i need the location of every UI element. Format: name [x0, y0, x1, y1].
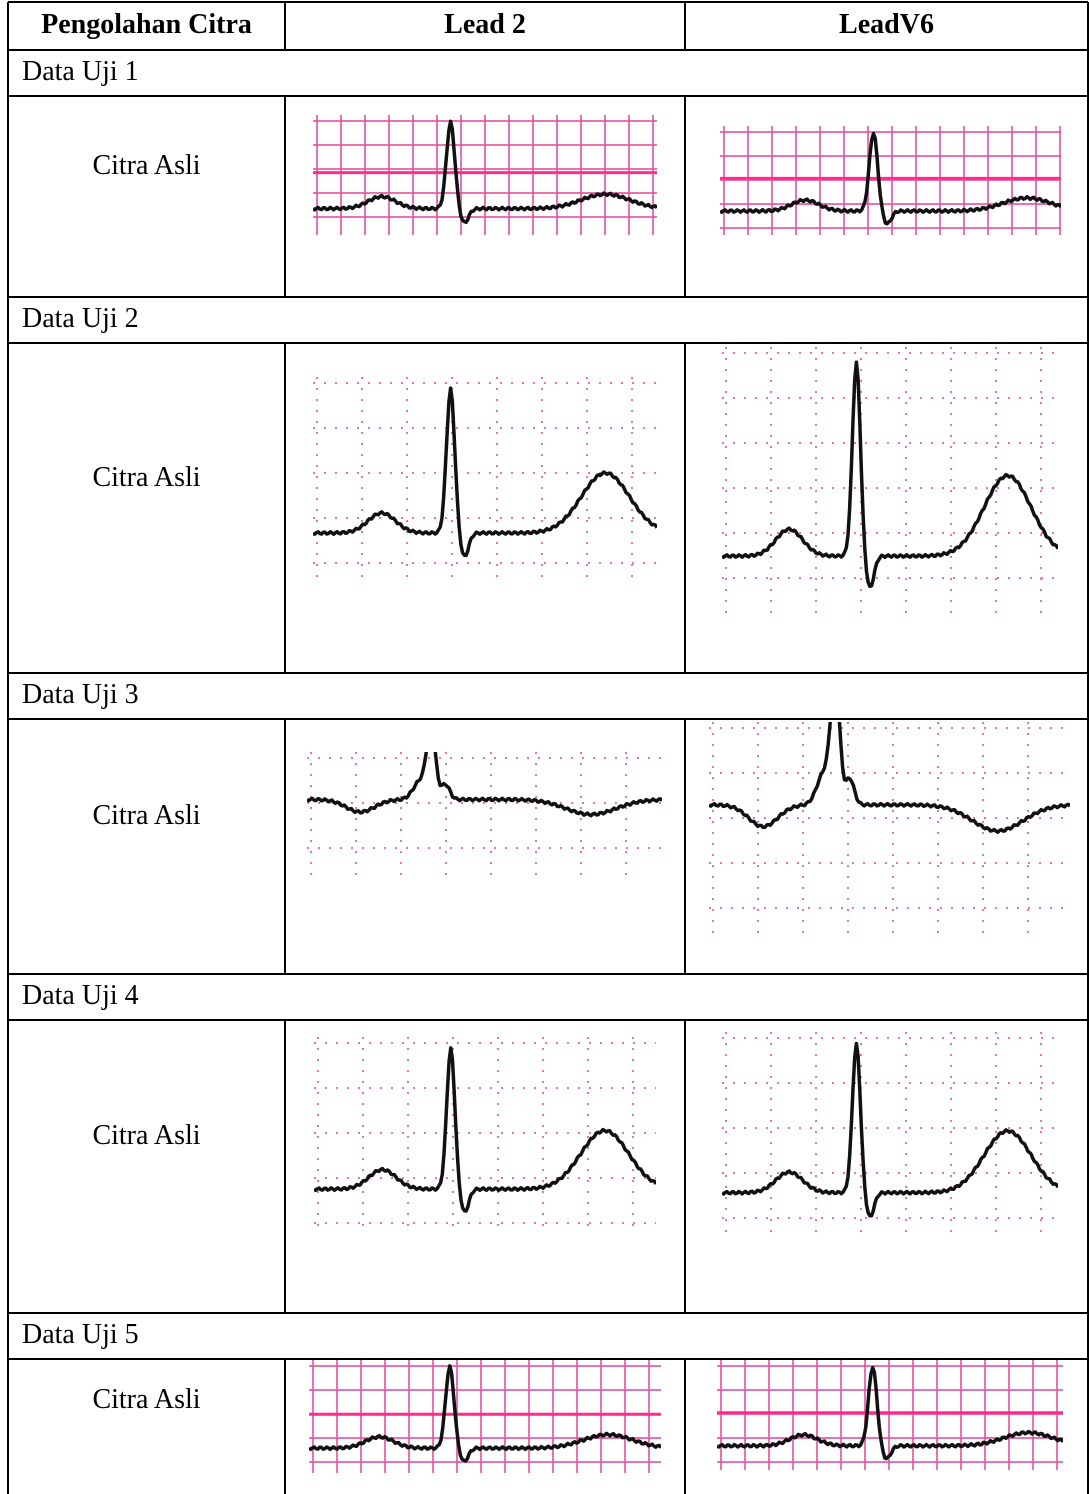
section-label: Data Uji 5 — [22, 1319, 139, 1351]
ecg-image — [720, 126, 1061, 235]
border — [8, 1, 1088, 3]
header-cell: LeadV6 — [685, 9, 1088, 41]
row-label: Citra Asli — [8, 462, 285, 494]
document: Pengolahan CitraLead 2LeadV6 Data Uji 1 Ci… — [0, 0, 1089, 1494]
header-cell: Lead 2 — [285, 9, 685, 41]
border — [8, 342, 1088, 344]
section-label: Data Uji 2 — [22, 303, 139, 335]
border — [684, 1020, 686, 1313]
border — [684, 1359, 686, 1494]
border — [284, 1359, 286, 1494]
border — [8, 49, 1088, 51]
border — [284, 719, 286, 974]
ecg-image — [717, 1360, 1063, 1470]
section-label: Data Uji 3 — [22, 679, 139, 711]
ecg-image — [313, 115, 657, 235]
ecg-image — [314, 1037, 656, 1232]
border — [684, 719, 686, 974]
border — [8, 718, 1088, 720]
border — [7, 50, 9, 1494]
border — [684, 96, 686, 297]
ecg-image — [722, 1032, 1058, 1238]
ecg-image — [709, 722, 1070, 940]
section-label: Data Uji 1 — [22, 56, 139, 88]
border — [8, 95, 1088, 97]
border — [284, 96, 286, 297]
border — [8, 672, 1088, 674]
border — [684, 343, 686, 673]
row-label: Citra Asli — [8, 1384, 285, 1416]
ecg-image — [309, 1360, 661, 1473]
border — [8, 1312, 1088, 1314]
ecg-image — [313, 377, 657, 577]
border — [8, 1019, 1088, 1021]
row-label: Citra Asli — [8, 150, 285, 182]
header-cell: Pengolahan Citra — [8, 9, 285, 41]
row-label: Citra Asli — [8, 1120, 285, 1152]
section-label: Data Uji 4 — [22, 980, 139, 1012]
border — [8, 296, 1088, 298]
row-label: Citra Asli — [8, 800, 285, 832]
ecg-image — [307, 752, 662, 877]
border — [284, 1020, 286, 1313]
ecg-image — [722, 347, 1058, 615]
border — [8, 973, 1088, 975]
border — [284, 343, 286, 673]
